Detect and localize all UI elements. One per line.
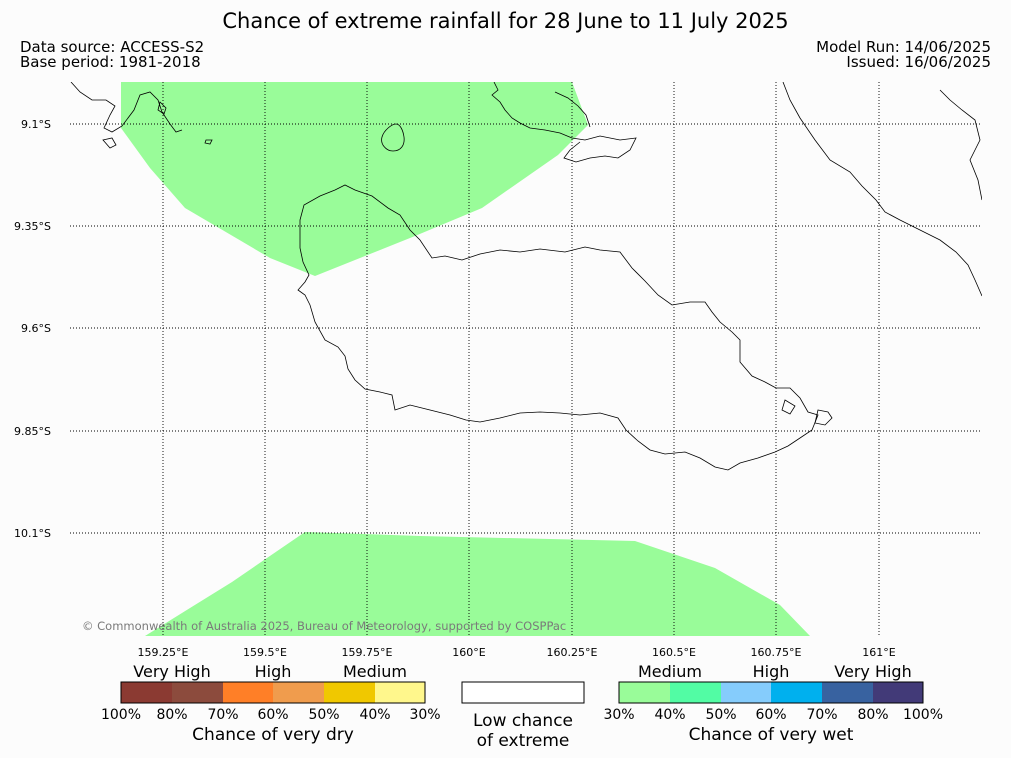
wet-caption: Chance of very wet — [689, 725, 854, 745]
lat-label: 9.6°S — [21, 322, 51, 335]
lon-label: 159.75°E — [342, 646, 393, 659]
lat-label: 9.1°S — [21, 118, 51, 131]
wet-tick: 100% — [903, 707, 943, 723]
wet-tick: 60% — [755, 707, 786, 723]
wet-swatch — [873, 682, 923, 703]
wet-tick: 30% — [603, 707, 634, 723]
longitude-labels: 159.25°E 159.5°E 159.75°E 160°E 160.25°E… — [138, 646, 896, 659]
lon-label: 159.5°E — [243, 646, 287, 659]
dry-swatch — [121, 682, 172, 703]
dry-swatch — [273, 682, 324, 703]
dry-legend: Very High High Medium 100% 80% 70% 60% 5… — [101, 662, 441, 745]
dry-tick: 80% — [156, 707, 187, 723]
south-medium-wet-region — [145, 532, 810, 636]
lon-label: 161°E — [862, 646, 895, 659]
wet-header: Medium — [638, 662, 702, 681]
lat-label: 9.35°S — [14, 220, 51, 233]
lon-label: 160.75°E — [751, 646, 802, 659]
model-run-text: Model Run: 14/06/2025 — [816, 38, 991, 56]
north-medium-wet-region — [121, 82, 588, 276]
dry-colorbar — [120, 681, 426, 704]
latitude-labels: 9.1°S 9.35°S 9.6°S 9.85°S 10.1°S — [14, 118, 51, 540]
coastline — [70, 82, 982, 471]
dry-tick: 100% — [101, 707, 141, 723]
base-period-text: Base period: 1981-2018 — [20, 53, 201, 71]
low-chance-caption-line1: Low chance — [473, 711, 573, 731]
wet-legend: Medium High Very High 30% 40% 50% 60% 70… — [603, 662, 943, 745]
wet-header: Very High — [834, 662, 911, 681]
dry-tick: 50% — [308, 707, 339, 723]
dry-tick: 60% — [257, 707, 288, 723]
dry-swatch — [223, 682, 273, 703]
dry-header: Medium — [343, 662, 407, 681]
lat-label: 9.85°S — [14, 425, 51, 438]
low-chance-legend: Low chance of extreme — [461, 681, 585, 751]
wet-header: High — [753, 662, 790, 681]
map-frame — [70, 82, 982, 636]
dry-caption: Chance of very dry — [192, 725, 354, 745]
wet-swatch — [619, 682, 670, 703]
wet-swatch — [771, 682, 822, 703]
dry-swatch — [375, 682, 425, 703]
dry-header: High — [255, 662, 292, 681]
wet-swatch — [670, 682, 721, 703]
low-chance-caption-line2: of extreme — [477, 731, 570, 751]
dry-swatch — [324, 682, 375, 703]
dry-header: Very High — [133, 662, 210, 681]
low-chance-swatch — [461, 681, 585, 704]
map-title: Chance of extreme rainfall for 28 June t… — [222, 9, 789, 33]
dry-tick: 40% — [359, 707, 390, 723]
dry-tick: 30% — [409, 707, 440, 723]
wet-swatch — [721, 682, 771, 703]
wet-tick: 40% — [654, 707, 685, 723]
dry-tick: 70% — [207, 707, 238, 723]
lon-label: 160°E — [452, 646, 485, 659]
dry-swatch — [172, 682, 223, 703]
copyright-text: © Commonwealth of Australia 2025, Bureau… — [82, 619, 566, 633]
data-source-text: Data source: ACCESS-S2 — [20, 38, 205, 56]
wet-tick: 80% — [857, 707, 888, 723]
lon-label: 160.25°E — [547, 646, 598, 659]
wet-swatch — [822, 682, 873, 703]
lon-label: 159.25°E — [138, 646, 189, 659]
lat-label: 10.1°S — [14, 527, 51, 540]
graticule — [70, 82, 982, 636]
meta-right: Model Run: 14/06/2025 Issued: 16/06/2025 — [816, 40, 991, 70]
issued-text: Issued: 16/06/2025 — [846, 53, 991, 71]
wet-tick: 50% — [705, 707, 736, 723]
meta-left: Data source: ACCESS-S2 Base period: 1981… — [20, 40, 204, 70]
lon-label: 160.5°E — [652, 646, 696, 659]
wet-colorbar — [618, 681, 924, 704]
wet-tick: 70% — [806, 707, 837, 723]
